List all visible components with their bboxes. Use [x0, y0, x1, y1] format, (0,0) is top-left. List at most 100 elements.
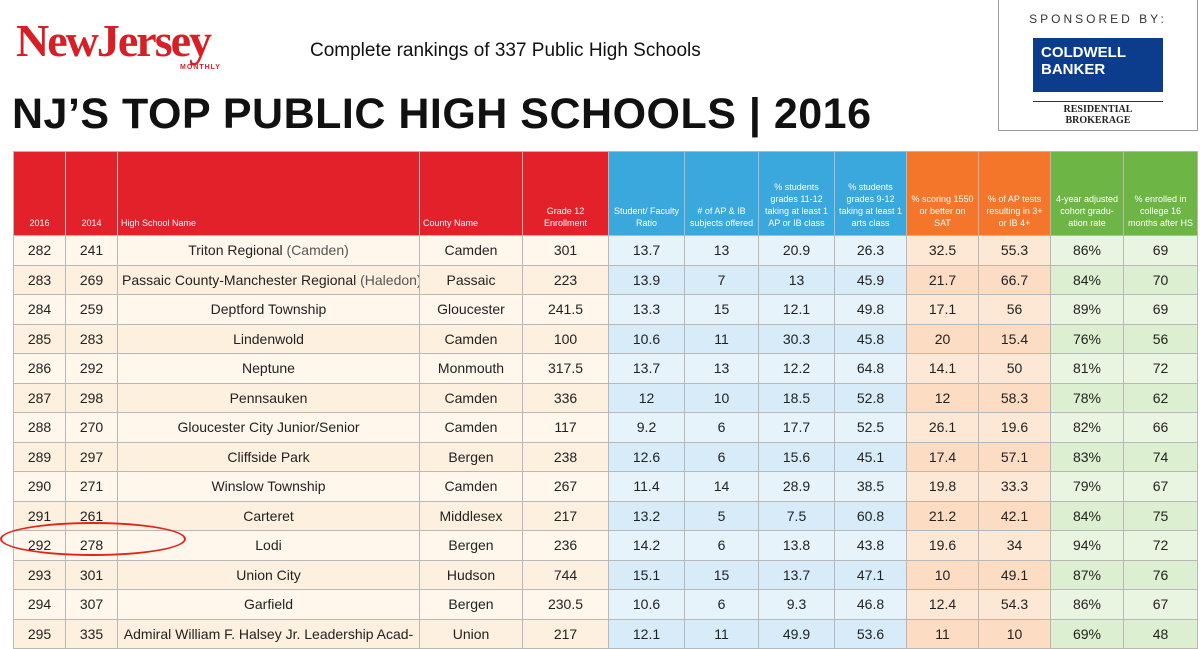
cell-text: Passaic County-Manchester Regional — [122, 271, 357, 288]
cell-text: 21.2 — [928, 507, 957, 524]
cell-text: 13.8 — [782, 537, 811, 554]
cell-text: 7 — [717, 271, 726, 288]
cell-text: Lodi — [255, 537, 282, 554]
cell-text: 82% — [1072, 419, 1102, 436]
cell-text: Bergen — [448, 448, 494, 465]
cell-school-name: Carteret — [117, 500, 420, 531]
cell-college: 67 — [1123, 589, 1198, 620]
cell-ratio: 9.2 — [608, 412, 685, 443]
cell-text: Bergen — [448, 537, 494, 554]
table-row: 293 301 Union City Hudson 744 15.1 15 13.7 47.1 1… — [13, 559, 1198, 590]
cell-school-name: Triton Regional (Camden) — [117, 235, 420, 266]
cell-text: 14.1 — [928, 360, 957, 377]
cell-text: 20 — [934, 330, 951, 347]
col-header-2014: 2014 — [65, 151, 118, 236]
cell-text: Union City — [236, 566, 301, 583]
cell-county: Camden — [419, 235, 523, 266]
cell-school-name: Cliffside Park — [117, 441, 420, 472]
cell-rank-2014: 283 — [65, 323, 118, 354]
cell-text: 67 — [1152, 596, 1169, 613]
cell-enrollment: 236 — [522, 530, 609, 561]
cell-ap-tests: 57.1 — [978, 441, 1051, 472]
cell-text: 19.6 — [928, 537, 957, 554]
cell-text: Camden — [444, 389, 498, 406]
cell-ap-subjects: 15 — [684, 294, 759, 325]
cell-ap-tests: 55.3 — [978, 235, 1051, 266]
cell-college: 69 — [1123, 294, 1198, 325]
cell-ap-subjects: 13 — [684, 235, 759, 266]
cell-graduation: 76% — [1050, 323, 1124, 354]
cell-text: 49.8 — [856, 301, 885, 318]
cell-text: 67 — [1152, 478, 1169, 495]
cell-text: 14.2 — [632, 537, 661, 554]
cell-ap-class: 13.7 — [758, 559, 835, 590]
cell-text: 6 — [717, 419, 726, 436]
cell-rank-2014: 298 — [65, 382, 118, 413]
cell-sat: 12 — [906, 382, 979, 413]
cell-sat: 11 — [906, 618, 979, 649]
cell-text: 20.9 — [782, 242, 811, 259]
cell-graduation: 89% — [1050, 294, 1124, 325]
cell-sat: 20 — [906, 323, 979, 354]
cell-rank-2016: 287 — [13, 382, 66, 413]
cell-text: 69 — [1152, 301, 1169, 318]
cell-school-name: Gloucester City Junior/Senior — [117, 412, 420, 443]
cell-text: 86% — [1072, 596, 1102, 613]
cell-ap-subjects: 13 — [684, 353, 759, 384]
cell-rank-2016: 285 — [13, 323, 66, 354]
cell-text: 10.6 — [632, 330, 661, 347]
cell-text: 84% — [1072, 507, 1102, 524]
cell-text: Cliffside Park — [227, 448, 310, 465]
cell-text: 17.1 — [928, 301, 957, 318]
table-row: 282 241 Triton Regional (Camden) Camden 301 1… — [13, 235, 1198, 266]
cell-college: 70 — [1123, 264, 1198, 295]
cell-ap-class: 28.9 — [758, 471, 835, 502]
cell-graduation: 79% — [1050, 471, 1124, 502]
cell-college: 56 — [1123, 323, 1198, 354]
cell-rank-2016: 288 — [13, 412, 66, 443]
cell-text: 76% — [1072, 330, 1102, 347]
table-row: 288 270 Gloucester City Junior/Senior Camde… — [13, 412, 1198, 443]
cell-text: 15 — [713, 566, 730, 583]
cell-text: 45.8 — [856, 330, 885, 347]
cell-school-name: Lindenwold — [117, 323, 420, 354]
cell-text: 223 — [553, 271, 578, 288]
cell-text: 297 — [79, 448, 104, 465]
cell-text: 290 — [27, 478, 52, 495]
cell-county: Hudson — [419, 559, 523, 590]
cell-text: 117 — [554, 419, 577, 436]
cell-text: 11 — [714, 625, 729, 642]
cell-text: 12.1 — [632, 625, 661, 642]
tagline: Complete rankings of 337 Public High Sch… — [310, 40, 701, 61]
cell-text: 15 — [713, 301, 730, 318]
cell-text: 12.2 — [782, 360, 811, 377]
table-header-row: 2016 2014 High School Name County Name G… — [13, 151, 1198, 236]
cell-rank-2014: 335 — [65, 618, 118, 649]
cell-text: 283 — [79, 330, 104, 347]
cell-text: 10.6 — [632, 596, 661, 613]
cell-ap-class: 18.5 — [758, 382, 835, 413]
cell-graduation: 82% — [1050, 412, 1124, 443]
cell-text: 19.8 — [928, 478, 957, 495]
cell-text: Pennsauken — [229, 389, 308, 406]
cell-text: 54.3 — [1000, 596, 1029, 613]
cell-text: 46.8 — [856, 596, 885, 613]
cell-county: Camden — [419, 323, 523, 354]
cell-county: Bergen — [419, 530, 523, 561]
cell-text: 14 — [713, 478, 730, 495]
cell-ap-tests: 58.3 — [978, 382, 1051, 413]
cell-ap-subjects: 7 — [684, 264, 759, 295]
cell-sat: 21.7 — [906, 264, 979, 295]
cell-county: Monmouth — [419, 353, 523, 384]
cell-text: 81% — [1072, 360, 1102, 377]
cell-enrollment: 217 — [522, 618, 609, 649]
cell-text: 52.8 — [856, 389, 885, 406]
cell-rank-2014: 307 — [65, 589, 118, 620]
cell-text: 9.2 — [636, 419, 657, 436]
cell-rank-2014: 259 — [65, 294, 118, 325]
cell-text: 6 — [717, 448, 726, 465]
cell-ap-tests: 42.1 — [978, 500, 1051, 531]
cell-text: 18.5 — [782, 389, 811, 406]
cell-text: Camden — [444, 419, 498, 436]
cell-text: Deptford Township — [210, 301, 327, 318]
